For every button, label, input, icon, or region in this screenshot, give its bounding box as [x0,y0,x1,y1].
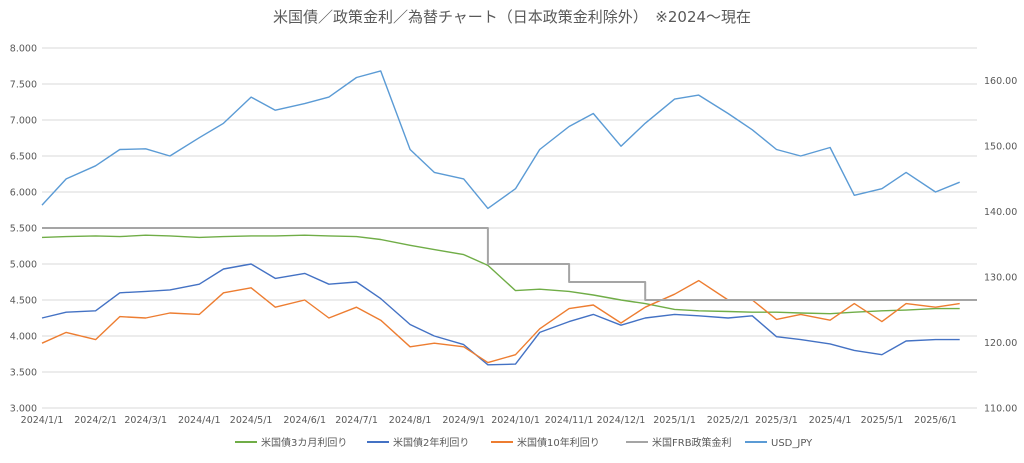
x-tick-label: 2025/4/1 [809,415,852,426]
x-tick-label: 2025/6/1 [914,415,957,426]
x-tick-label: 2025/1/1 [653,415,696,426]
x-tick-label: 2024/4/1 [178,415,221,426]
x-tick-label: 2024/11/1 [545,415,594,426]
y-left-tick-label: 5.000 [10,260,37,271]
legend-item: 米国FRB政策金利 [626,436,732,449]
y-right-tick-label: 150.00 [984,142,1017,153]
y-right-tick-label: 160.00 [984,76,1017,87]
x-tick-label: 2024/9/1 [442,415,485,426]
y-left-tick-label: 4.000 [10,332,37,343]
y-left-tick-label: 8.000 [10,44,37,55]
y-left-tick-label: 6.000 [10,188,37,199]
x-tick-label: 2024/7/1 [335,415,378,426]
y-axis-left: 3.000 3.500 4.000 4.500 5.000 5.500 6.000 6.500… [10,44,37,415]
y-left-tick-label: 3.000 [10,404,37,415]
legend-item: USD_JPY [745,438,813,449]
y-axis-right: 110.00 120.00 130.00 140.00 150.00 160.00 [984,76,1017,414]
x-tick-label: 2024/5/1 [230,415,273,426]
legend-label: USD_JPY [771,438,813,449]
legend-label: 米国債10年利回り [517,436,600,449]
legend-label: 米国債3カ月利回り [261,436,347,449]
series-line [41,70,960,210]
y-left-tick-label: 4.500 [10,296,37,307]
x-axis: 2024/1/1 2024/2/1 2024/3/1 2024/4/1 2024/5/1… [21,407,977,426]
x-tick-label: 2025/5/1 [861,415,904,426]
x-tick-label: 2024/8/1 [389,415,432,426]
y-left-tick-label: 7.000 [10,116,37,127]
series-line [41,234,960,315]
x-tick-label: 2024/10/1 [491,415,540,426]
y-right-tick-label: 130.00 [984,273,1017,284]
y-left-tick-label: 6.500 [10,152,37,163]
x-tick-label: 2024/2/1 [74,415,117,426]
series-line [41,263,960,366]
legend-item: 米国債2年利回り [367,436,469,449]
legend-item: 米国債10年利回り [491,436,600,449]
legend-label: 米国債2年利回り [393,436,469,449]
y-right-tick-label: 120.00 [984,338,1017,349]
chart-title: 米国債／政策金利／為替チャート（日本政策金利除外） ※2024～現在 [273,8,751,26]
legend-label: 米国FRB政策金利 [652,436,732,449]
y-right-tick-label: 140.00 [984,207,1017,218]
series-line [42,227,977,301]
legend: 米国債3カ月利回り 米国債2年利回り 米国債10年利回り 米国FRB政策金利 USD_J… [235,436,813,449]
x-tick-label: 2025/2/1 [707,415,750,426]
x-tick-label: 2024/12/1 [597,415,646,426]
y-left-tick-label: 3.500 [10,368,37,379]
x-tick-label: 2024/6/1 [283,415,326,426]
legend-item: 米国債3カ月利回り [235,436,347,449]
y-left-tick-label: 5.500 [10,224,37,235]
series-line [41,279,960,364]
x-tick-label: 2024/3/1 [124,415,167,426]
y-right-tick-label: 110.00 [984,404,1017,415]
x-tick-label: 2024/1/1 [21,415,64,426]
series-lines [41,70,977,366]
x-tick-label: 2025/3/1 [755,415,798,426]
y-left-tick-label: 7.500 [10,80,37,91]
